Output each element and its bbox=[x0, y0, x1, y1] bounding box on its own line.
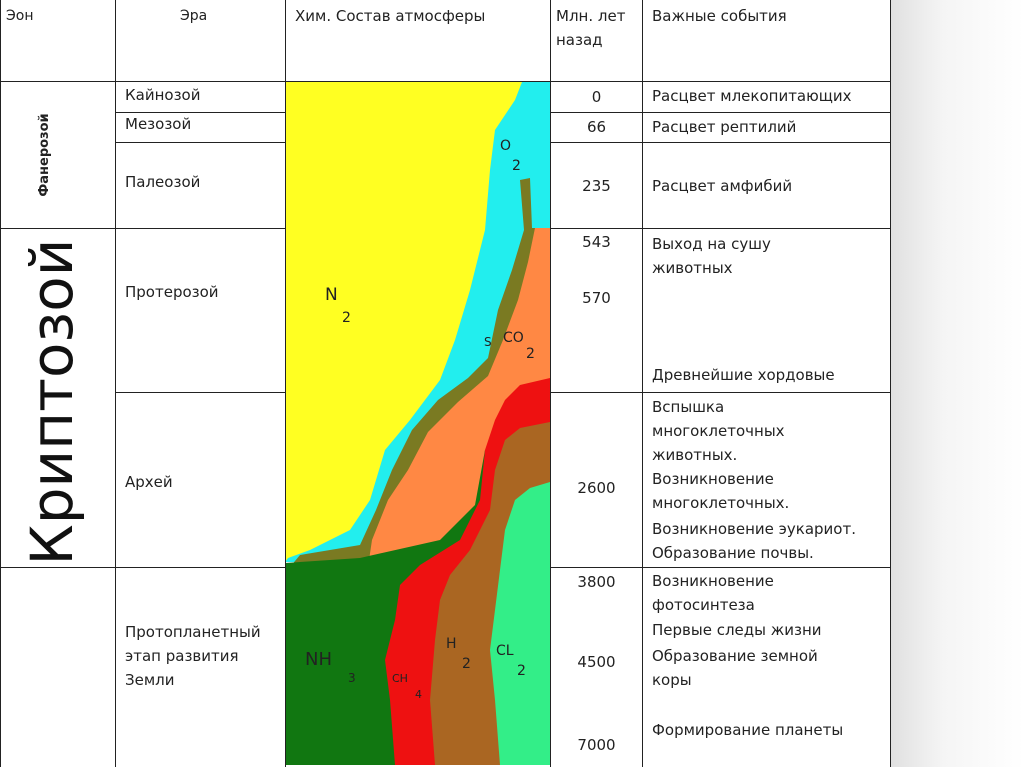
border bbox=[115, 0, 116, 767]
gas-symbol: O bbox=[500, 138, 511, 154]
gas-symbol: N bbox=[325, 285, 338, 305]
header-events: Важные события bbox=[652, 7, 787, 25]
year: 66 bbox=[586, 118, 607, 136]
border bbox=[550, 567, 891, 568]
border bbox=[0, 228, 285, 229]
era-label: Архей bbox=[125, 473, 173, 491]
border bbox=[115, 112, 285, 113]
border bbox=[115, 392, 285, 393]
gas-sub: 2 bbox=[342, 310, 351, 326]
era-label: Кайнозой bbox=[125, 86, 201, 104]
event: Возникновение многоклеточных. bbox=[652, 470, 790, 512]
header-time: Млн. лет назад bbox=[556, 7, 626, 49]
border bbox=[0, 81, 891, 82]
header-era: Эра bbox=[180, 8, 208, 24]
gas-symbol: CL bbox=[496, 643, 514, 659]
border bbox=[550, 392, 891, 393]
border bbox=[0, 0, 1, 767]
header-eon: Эон bbox=[6, 8, 34, 24]
cl2-region bbox=[490, 482, 550, 765]
event: Древнейшие хордовые bbox=[652, 366, 835, 384]
era-label: Палеозой bbox=[125, 173, 201, 191]
event: Вспышка многоклеточных животных. bbox=[652, 398, 785, 464]
year: 570 bbox=[582, 289, 611, 307]
eon-label: Криптозой bbox=[18, 238, 86, 566]
event: Расцвет рептилий bbox=[652, 118, 797, 136]
gas-sub: 2 bbox=[512, 158, 521, 174]
header-atmosphere: Хим. Состав атмосферы bbox=[295, 7, 486, 25]
event: Формирование планеты bbox=[652, 721, 844, 739]
era-label: Протопланетный этап развития Земли bbox=[125, 623, 261, 689]
year: 235 bbox=[582, 177, 611, 195]
event: Первые следы жизни bbox=[652, 621, 822, 639]
event: Расцвет амфибий bbox=[652, 177, 793, 195]
gas-sub: 2 bbox=[517, 663, 526, 679]
border bbox=[550, 0, 551, 767]
gas-symbol: NH bbox=[305, 649, 332, 670]
gas-symbol: S bbox=[484, 335, 492, 349]
year: 2600 bbox=[577, 479, 616, 497]
year: 543 bbox=[582, 233, 611, 251]
event: Выход на сушу животных bbox=[652, 235, 771, 277]
eon-label: Фанерозой bbox=[37, 113, 52, 197]
gas-sub: 2 bbox=[526, 346, 535, 362]
border bbox=[890, 0, 891, 767]
era-label: Мезозой bbox=[125, 115, 192, 133]
year: 0 bbox=[591, 88, 602, 106]
year: 3800 bbox=[577, 573, 616, 591]
gas-symbol: CO bbox=[503, 330, 524, 346]
event: Расцвет млекопитающих bbox=[652, 87, 852, 105]
border bbox=[115, 142, 285, 143]
year: 7000 bbox=[577, 736, 616, 754]
border bbox=[0, 567, 285, 568]
gas-symbol: CH bbox=[392, 672, 408, 685]
event: Возникновение фотосинтеза bbox=[652, 572, 774, 614]
border bbox=[550, 228, 891, 229]
gas-symbol: H bbox=[446, 636, 457, 652]
gas-sub: 3 bbox=[348, 671, 356, 685]
event: Образование почвы. bbox=[652, 544, 814, 562]
event: Образование земной коры bbox=[652, 647, 818, 689]
era-label: Протерозой bbox=[125, 283, 219, 301]
border bbox=[550, 142, 891, 143]
border bbox=[642, 0, 643, 767]
gas-sub: 2 bbox=[462, 656, 471, 672]
shadow bbox=[890, 0, 1024, 767]
border bbox=[285, 0, 286, 767]
border bbox=[550, 112, 891, 113]
year: 4500 bbox=[577, 653, 616, 671]
event: Возникновение эукариот. bbox=[652, 520, 856, 538]
gas-sub: 4 bbox=[415, 688, 422, 701]
